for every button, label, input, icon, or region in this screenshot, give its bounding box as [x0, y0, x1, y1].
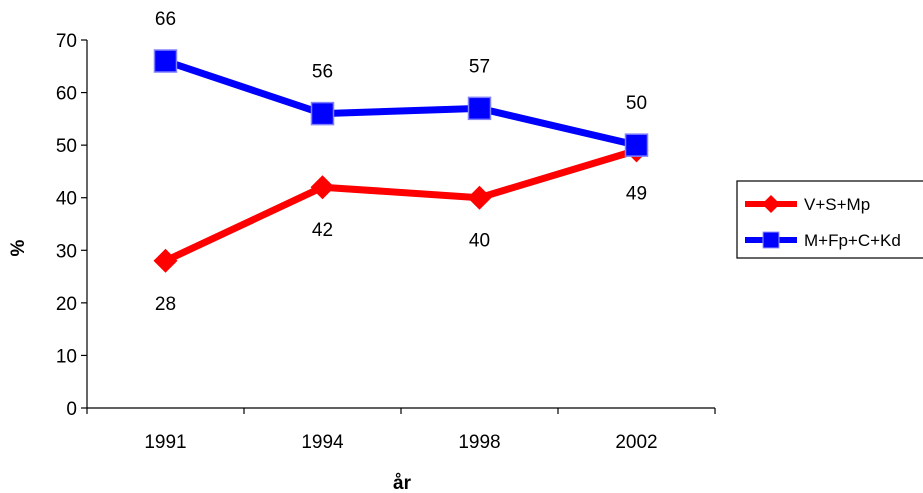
data-label: 28 — [155, 294, 176, 315]
square-marker — [153, 49, 178, 73]
y-tick-label: 70 — [56, 31, 77, 52]
x-axis-title: år — [393, 473, 412, 493]
series-line-1 — [164, 57, 638, 149]
legend-label-0: V+S+Mp — [804, 195, 870, 214]
diamond-marker — [153, 248, 178, 273]
legend: V+S+Mp M+Fp+C+Kd — [736, 180, 923, 259]
data-label: 56 — [312, 62, 333, 83]
data-label: 42 — [312, 220, 333, 241]
diamond-icon — [762, 195, 780, 213]
legend-item-0: V+S+Mp — [745, 195, 870, 214]
series-line-0 — [164, 147, 638, 264]
data-label: 49 — [626, 183, 647, 204]
y-tick-label: 20 — [56, 294, 77, 315]
y-tick-label: 50 — [56, 136, 77, 157]
x-axis-ticks: 1991 1994 1998 2002 — [86, 408, 716, 453]
x-tick-label: 1998 — [458, 432, 500, 453]
y-axis-ticks: 0 10 20 30 40 50 60 70 — [56, 31, 87, 420]
y-axis-title: % — [8, 239, 29, 256]
square-marker — [624, 133, 649, 157]
data-label: 40 — [469, 231, 490, 252]
legend-item-1: M+Fp+C+Kd — [745, 231, 901, 250]
y-tick-label: 0 — [66, 399, 77, 420]
square-icon — [762, 231, 780, 249]
y-tick-label: 30 — [56, 241, 77, 262]
data-label: 50 — [626, 93, 647, 114]
square-marker — [467, 96, 492, 121]
x-tick-label: 1994 — [301, 432, 344, 453]
y-tick-label: 10 — [56, 346, 77, 367]
diamond-marker — [310, 175, 335, 200]
y-tick-label: 40 — [56, 189, 77, 210]
x-tick-label: 2002 — [615, 432, 657, 453]
data-labels: 28 42 40 49 66 56 57 50 — [155, 9, 647, 315]
data-label: 57 — [469, 56, 490, 77]
x-tick-label: 1991 — [144, 432, 186, 453]
diamond-marker — [467, 185, 492, 210]
square-marker — [310, 101, 335, 126]
y-tick-label: 60 — [56, 84, 77, 105]
legend-label-1: M+Fp+C+Kd — [804, 231, 901, 250]
data-label: 66 — [155, 9, 176, 30]
series-layer — [153, 49, 649, 273]
